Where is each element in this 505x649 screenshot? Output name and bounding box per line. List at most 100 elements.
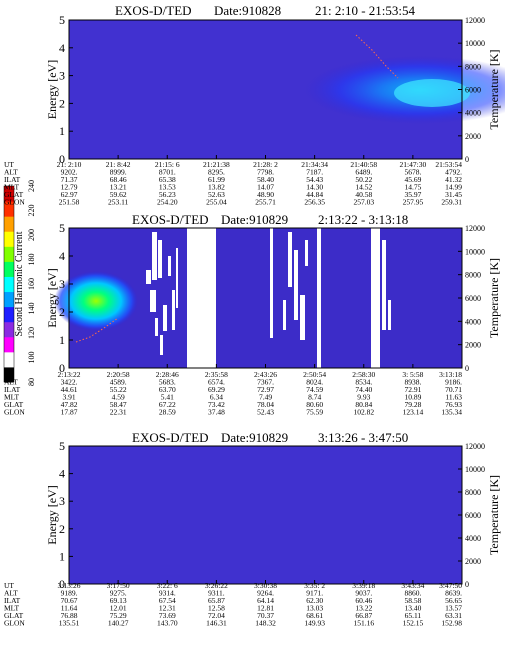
table-cell: 22.31	[110, 408, 127, 417]
panel-3-plot-area	[69, 446, 462, 584]
table-cell: 259.31	[441, 198, 462, 207]
y2-tick-label: 0	[465, 364, 469, 373]
y-tick-label: 4	[59, 467, 65, 481]
table-cell: 13.57	[445, 604, 462, 613]
table-cell: 146.31	[206, 619, 227, 628]
table-row-label: GLON	[4, 408, 25, 417]
table-cell: 80.84	[355, 400, 372, 409]
y2-tick-label: 10000	[465, 39, 485, 48]
data-gap-streak	[388, 300, 391, 330]
table-cell: 255.04	[206, 198, 227, 207]
data-gap-streak	[160, 335, 163, 355]
table-cell: 21:34:34	[301, 160, 328, 169]
table-cell: 70.37	[257, 611, 274, 620]
table-cell: 12.58	[208, 604, 225, 613]
table-cell: 3:13:26	[58, 581, 81, 590]
table-cell: 14.99	[445, 183, 462, 192]
table-cell: 13.03	[306, 604, 323, 613]
table-cell: 21:53:54	[435, 160, 462, 169]
table-cell: 68.46	[110, 175, 127, 184]
table-cell: 8639.	[445, 589, 462, 598]
table-cell: 3:13:18	[439, 370, 462, 379]
table-cell: 135.34	[441, 408, 462, 417]
table-cell: 66.87	[355, 611, 372, 620]
table-cell: 74.40	[355, 385, 372, 394]
colorbar-tick-label: 200	[27, 229, 36, 241]
table-cell: 21: 2:10	[57, 160, 82, 169]
table-cell: 56.23	[159, 190, 176, 199]
data-gap-streak	[288, 232, 292, 287]
y-tick-label: 5	[59, 221, 65, 235]
table-cell: 10.89	[404, 393, 421, 402]
table-row-label: ALT	[4, 168, 18, 177]
table-row-label: GLAT	[4, 190, 24, 199]
panel-1-temperature-trace	[355, 34, 399, 79]
colorbar-cell	[4, 201, 14, 217]
table-cell: 54.43	[306, 175, 323, 184]
panel-2-temperature-trace	[75, 317, 119, 343]
table-cell: 21:40:58	[350, 160, 377, 169]
table-cell: 70.67	[61, 596, 78, 605]
table-cell: 58.40	[257, 175, 274, 184]
table-cell: 152.15	[403, 619, 424, 628]
table-cell: 70.71	[445, 385, 462, 394]
table-cell: 75.59	[306, 408, 323, 417]
panel-1: EXOS-D/TED Date:910828 21: 2:10 - 21:53:…	[4, 3, 505, 207]
table-cell: 2:43:26	[254, 370, 277, 379]
table-cell: 45.69	[404, 175, 421, 184]
table-row-label: GLON	[4, 198, 25, 207]
table-cell: 69.29	[208, 385, 225, 394]
table-cell: 65.38	[159, 175, 176, 184]
table-cell: 4.59	[112, 393, 125, 402]
table-cell: 3:35: 2	[304, 581, 325, 590]
table-cell: 62.97	[61, 190, 78, 199]
table-cell: 52.63	[208, 190, 225, 199]
panel-2-data-gap-4	[270, 228, 273, 338]
panel-3-noise-texture	[69, 446, 462, 584]
colorbar-cell	[4, 246, 14, 262]
table-cell: 58.47	[110, 400, 127, 409]
colorbar-cell	[4, 276, 14, 293]
table-cell: 9314.	[159, 589, 176, 598]
table-cell: 3:26:22	[205, 581, 228, 590]
data-gap-streak	[294, 250, 298, 320]
table-row-label: ILAT	[4, 385, 21, 394]
panel-3-title: EXOS-D/TED	[132, 430, 209, 445]
table-cell: 152.98	[441, 619, 462, 628]
table-cell: 4589.	[110, 378, 127, 387]
colorbar-cell	[4, 321, 14, 338]
panel-2-emission-blob	[54, 271, 138, 331]
y-tick-label: 2	[59, 305, 65, 319]
table-cell: 44.84	[306, 190, 323, 199]
y-tick-label: 0	[59, 361, 65, 375]
table-row-label: ILAT	[4, 596, 21, 605]
table-cell: 102.82	[353, 408, 374, 417]
table-cell: 63.70	[159, 385, 176, 394]
y2-tick-label: 10000	[465, 247, 485, 256]
data-gap-streak	[382, 240, 386, 330]
table-cell: 12.31	[159, 604, 176, 613]
table-cell: 74.59	[306, 385, 323, 394]
table-cell: 12.79	[61, 183, 78, 192]
table-cell: 41.32	[445, 175, 462, 184]
table-cell: 65.11	[405, 611, 422, 620]
table-cell: 14.07	[257, 183, 274, 192]
table-cell: 21:47:30	[400, 160, 427, 169]
table-cell: 12.81	[257, 604, 274, 613]
table-cell: 3: 5:58	[402, 370, 423, 379]
panel-3-ylabel: Energy [eV]	[45, 485, 59, 544]
table-row-label: UT	[4, 370, 14, 379]
table-cell: 3.91	[62, 393, 75, 402]
y2-tick-label: 12000	[465, 442, 485, 451]
table-cell: 8860.	[404, 589, 421, 598]
table-cell: 140.27	[108, 619, 129, 628]
colorbar-tick-label: 80	[27, 378, 36, 386]
table-cell: 5.41	[161, 393, 174, 402]
colorbar-cell	[4, 261, 14, 277]
table-cell: 135.51	[59, 619, 80, 628]
table-cell: 251.58	[59, 198, 80, 207]
table-cell: 7798.	[257, 168, 274, 177]
y2-tick-label: 8000	[465, 271, 481, 280]
table-cell: 58.58	[404, 596, 421, 605]
y2-tick-label: 2000	[465, 132, 481, 141]
